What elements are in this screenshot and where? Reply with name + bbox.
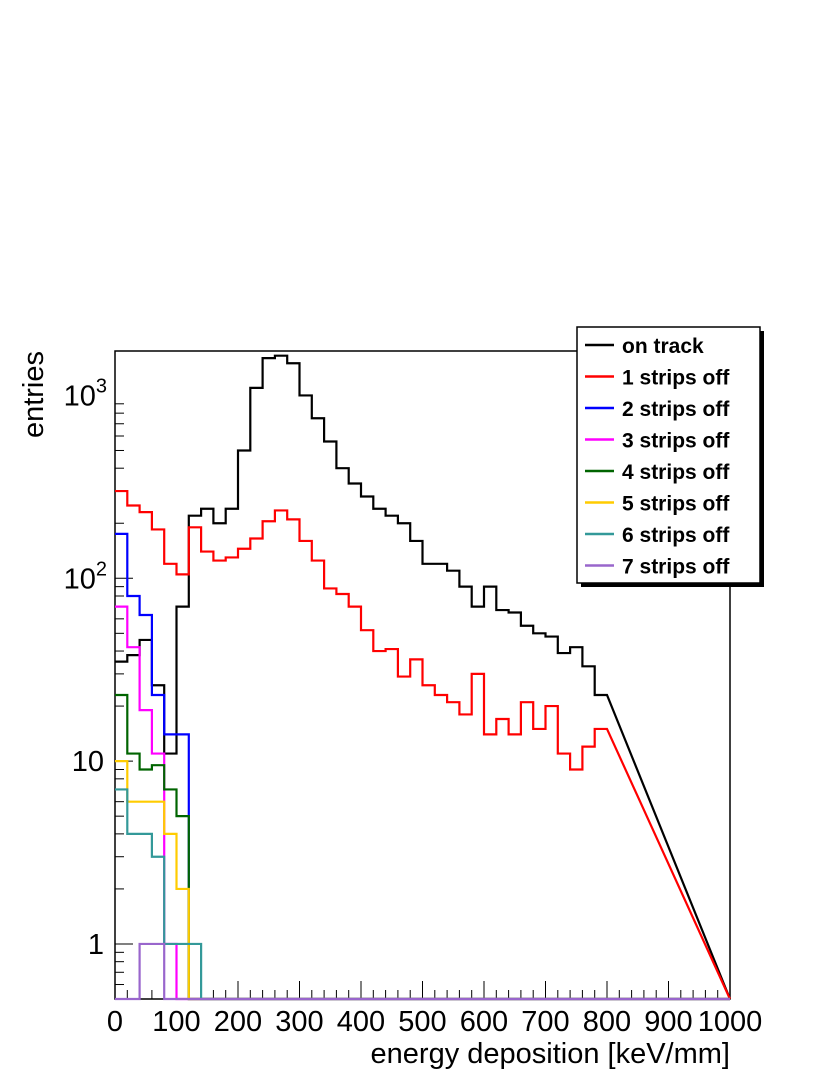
y-tick-label: 10 [72,746,104,778]
y-tick-label: 103 [64,375,107,412]
series-line-7 [115,788,730,1001]
x-tick-label: 700 [521,1006,569,1038]
legend-entry-label: 4 strips off [622,461,730,484]
legend-entry-label: 7 strips off [622,556,730,579]
y-axis-title: entries [18,351,50,438]
legend-entry-label: on track [622,335,704,358]
x-tick-label: 0 [107,1006,123,1038]
series-line-8 [115,942,730,1001]
x-tick-labels: 0 100 200 300 400 500 600 700 800 900 1000 [107,1006,762,1038]
series-line-1 [115,354,732,1000]
x-tick-label: 200 [214,1006,262,1038]
legend-entry-label: 2 strips off [622,398,730,421]
x-tick-label: 100 [152,1006,200,1038]
axis-ticks [114,403,731,1000]
legend-entry-label: 5 strips off [622,493,730,516]
x-tick-label: 600 [460,1006,508,1038]
legend-entry-label: 3 strips off [622,430,730,453]
legend-box [576,326,761,584]
series-group [115,354,732,1001]
y-tick-label: 102 [64,558,107,595]
x-tick-label: 900 [644,1006,692,1038]
x-tick-label: 300 [275,1006,323,1038]
legend-entry-label: 6 strips off [622,524,730,547]
x-tick-label: 1000 [698,1006,763,1038]
x-tick-label: 800 [583,1006,631,1038]
x-tick-label: 400 [337,1006,385,1038]
series-line-3 [115,532,730,1001]
x-tick-label: 500 [398,1006,446,1038]
legend: on track 1 strips off 2 strips off 3 strips… [576,326,764,587]
x-axis-title: energy deposition [keV/mm] [371,1038,730,1070]
y-tick-labels: 1 10 102 103 [64,375,107,961]
series-line-2 [115,489,732,1000]
series-line-5 [115,693,730,1001]
legend-entry-label: 1 strips off [622,367,730,390]
y-tick-label: 1 [88,929,104,961]
